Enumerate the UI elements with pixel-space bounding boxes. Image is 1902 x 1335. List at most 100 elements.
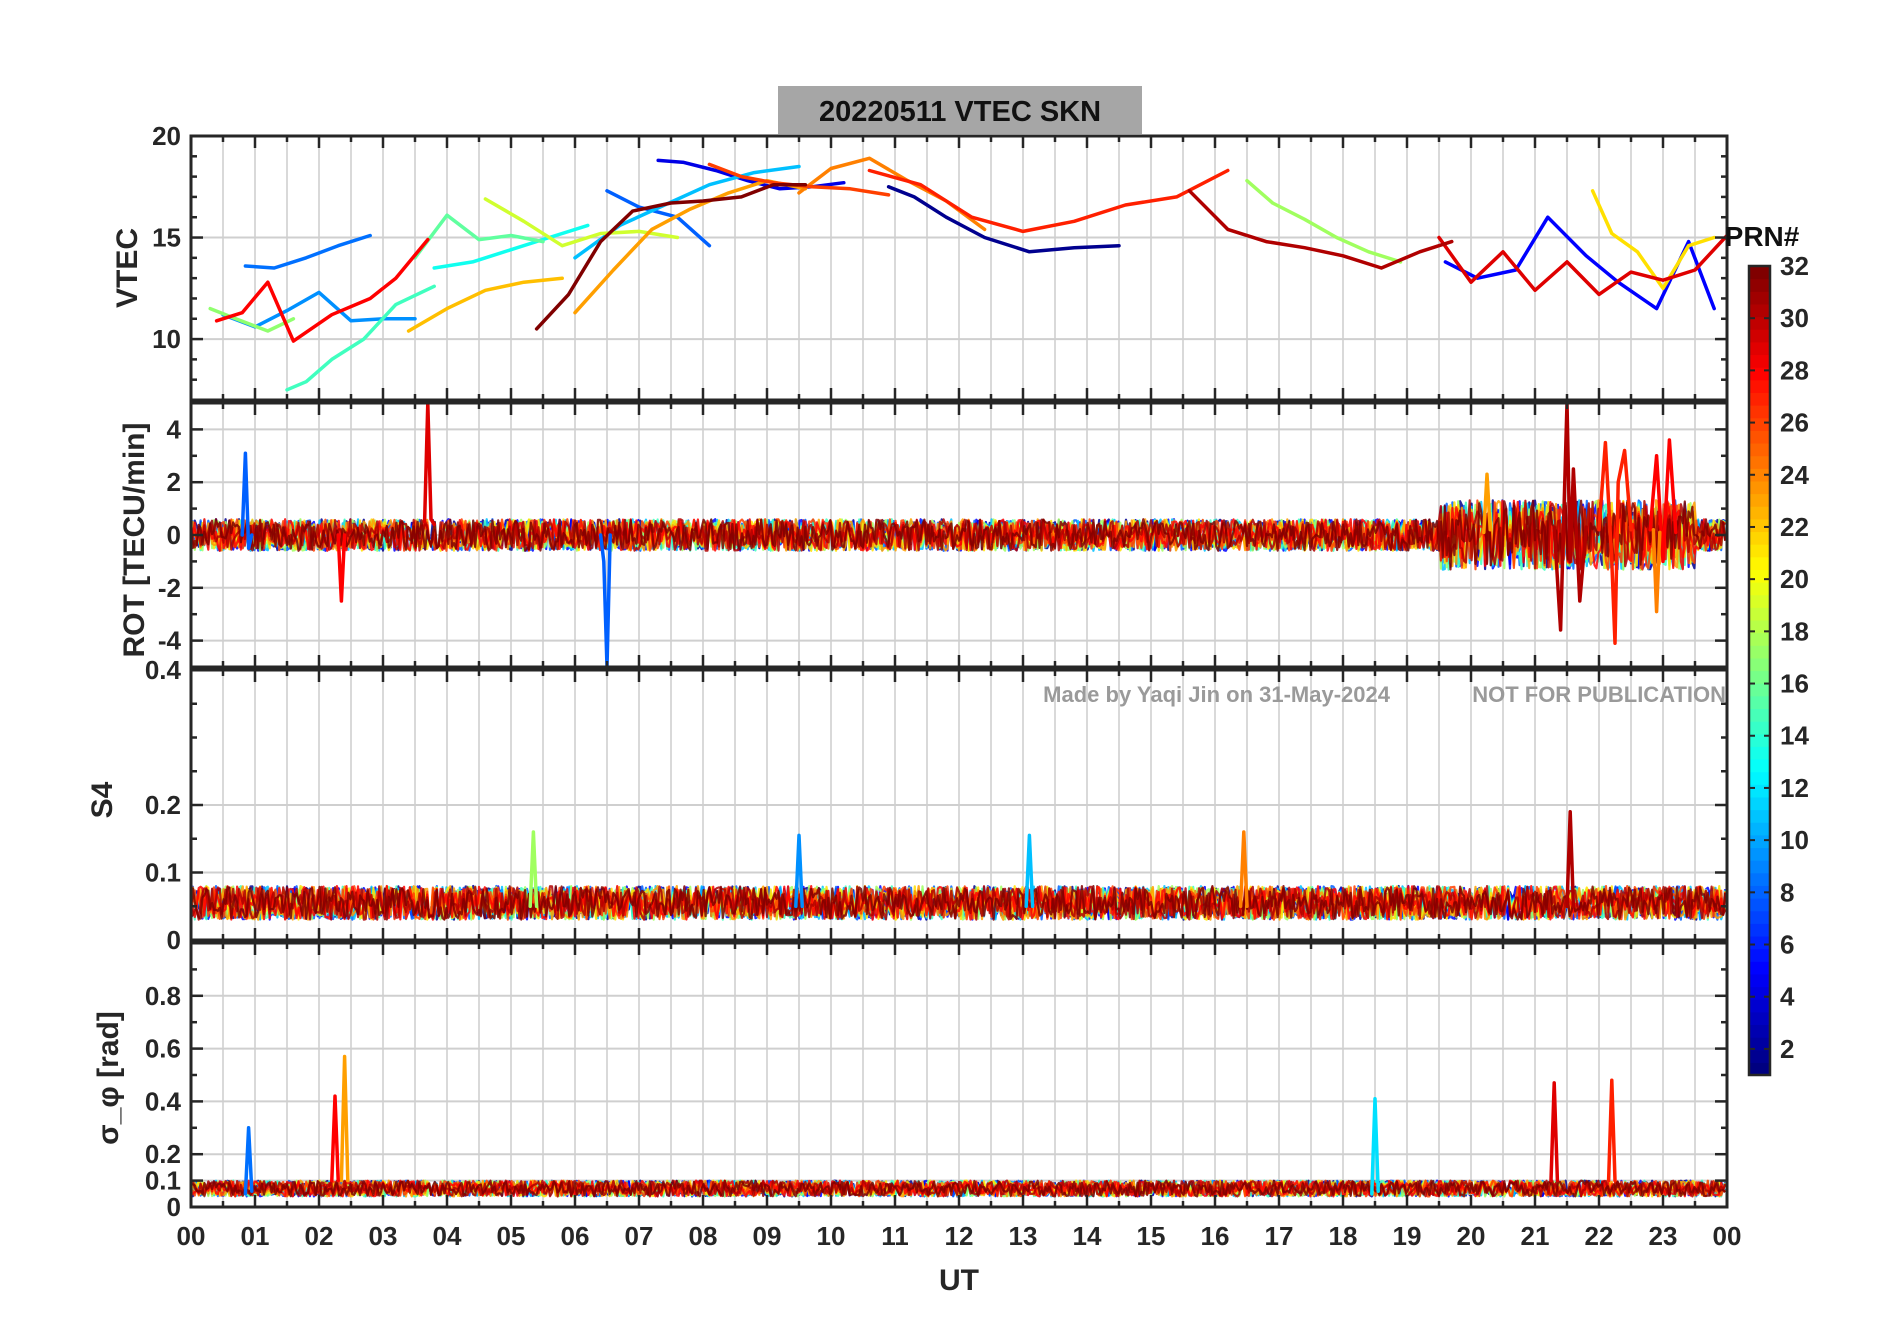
colorbar-segment [1749, 417, 1770, 431]
x-tick-label: 16 [1201, 1221, 1230, 1251]
colorbar-tick-label: 16 [1780, 669, 1809, 699]
colorbar-segment [1749, 1011, 1770, 1026]
colorbar-tick-label: 6 [1780, 930, 1794, 960]
colorbar-segment [1749, 999, 1770, 1013]
colorbar-tick-label: 10 [1780, 825, 1809, 855]
prn-31-trace [1187, 189, 1454, 270]
colorbar-segment [1749, 329, 1770, 343]
x-tick-label: 07 [625, 1221, 654, 1251]
y-tick-label: -4 [158, 626, 182, 656]
x-tick-label: 20 [1457, 1221, 1486, 1251]
prn-22-trace [1590, 189, 1716, 291]
y-tick-label: 0 [167, 1192, 181, 1222]
prn-8-trace [240, 451, 254, 550]
prn-24-trace [339, 1054, 350, 1183]
y-tick-label: 0 [167, 520, 181, 550]
y-axis-label: ROT [TECU/min] [118, 423, 151, 658]
colorbar-segment [1749, 948, 1770, 962]
colorbar-segment [1749, 455, 1770, 469]
colorbar-segment [1749, 1049, 1770, 1063]
colorbar-segment [1749, 885, 1770, 899]
y-axis-label: σ_φ [rad] [92, 1011, 125, 1145]
x-tick-label: 02 [305, 1221, 334, 1251]
y-axis-label: S4 [86, 781, 119, 818]
prn-24-trace [1482, 472, 1492, 535]
x-tick-label: 12 [945, 1221, 974, 1251]
prn-12-trace [1024, 833, 1035, 909]
y-tick-label: 0.1 [145, 1166, 181, 1196]
y-tick-label: 20 [152, 121, 181, 151]
y-tick-label: 0.2 [145, 1139, 181, 1169]
x-tick-label: 17 [1265, 1221, 1294, 1251]
colorbar-segment [1749, 392, 1770, 406]
x-tick-label: 18 [1329, 1221, 1358, 1251]
colorbar-segment [1749, 493, 1770, 507]
prn-31-trace [1552, 401, 1588, 632]
colorbar-segment [1749, 1024, 1770, 1038]
colorbar-segment [1749, 341, 1770, 356]
colorbar-segment [1749, 708, 1770, 722]
watermark-credit: Made by Yaqi Jin on 31-May-2024 [1043, 682, 1391, 707]
data-layer [189, 156, 1729, 1198]
colorbar-segment [1749, 266, 1770, 280]
prn-25-trace [1651, 527, 1662, 614]
prn-30-trace [1549, 1081, 1560, 1183]
colorbar-segment [1749, 910, 1770, 924]
x-tick-label: 05 [497, 1221, 526, 1251]
y-tick-label: 0.8 [145, 981, 181, 1011]
frame-layer [189, 134, 1772, 1209]
colorbar-frame [1747, 264, 1772, 1077]
x-tick-label: 01 [241, 1221, 270, 1251]
prn-10-trace [794, 833, 804, 909]
colorbar-tick-label: 4 [1780, 982, 1795, 1012]
y-axis-label: VTEC [111, 228, 144, 308]
x-tick-label: 21 [1521, 1221, 1550, 1251]
prn-29-trace [214, 237, 430, 343]
prn-28-trace [1606, 1078, 1617, 1183]
prn-30-trace [1437, 233, 1729, 297]
prn-9-trace [243, 1126, 254, 1196]
prn-17-trace [413, 213, 545, 260]
prn-19-trace [208, 306, 296, 333]
colorbar-segment [1749, 796, 1770, 811]
colorbar-segment [1749, 923, 1770, 937]
colorbar-segment [1749, 518, 1770, 533]
noise-series-trace [189, 499, 1727, 571]
x-tick-label: 11 [881, 1221, 909, 1251]
colorbar-segment [1749, 291, 1770, 305]
prn-25-trace [1238, 830, 1249, 909]
prn-8-trace [605, 189, 712, 248]
y-tick-label: -2 [158, 573, 181, 603]
x-tick-label: 10 [817, 1221, 846, 1251]
watermark-notice: NOT FOR PUBLICATION [1472, 682, 1726, 707]
prn-2-trace [886, 185, 1121, 254]
colorbar-segment [1749, 834, 1770, 849]
colorbar-tick-label: 26 [1780, 408, 1809, 438]
x-tick-label: 13 [1009, 1221, 1038, 1251]
prn-30-trace [422, 401, 436, 527]
prn-20-trace [1245, 178, 1403, 264]
colorbar-segment [1749, 316, 1770, 330]
colorbar-segment [1749, 746, 1770, 760]
x-tick-label: 00 [1713, 1221, 1742, 1251]
colorbar-tick-label: 2 [1780, 1034, 1794, 1064]
y-tick-label: 10 [152, 324, 181, 354]
colorbar-segment [1749, 582, 1770, 596]
colorbar-segment [1749, 657, 1770, 672]
colorbar-tick-label: 12 [1780, 773, 1809, 803]
colorbar-segment [1749, 721, 1770, 735]
colorbar-segment [1749, 506, 1770, 520]
prn-9-trace [243, 233, 372, 270]
colorbar-segment [1749, 531, 1770, 545]
colorbar-segment [1749, 430, 1770, 444]
prn-20-trace [528, 830, 539, 909]
colorbar-segment [1749, 973, 1770, 988]
colorbar-segment [1749, 632, 1770, 646]
prn-21-trace [483, 197, 680, 248]
colorbar-segment [1749, 354, 1770, 368]
colorbar-tick-label: 32 [1780, 251, 1809, 281]
colorbar-segment [1749, 442, 1770, 457]
colorbar-segment [1749, 645, 1770, 659]
